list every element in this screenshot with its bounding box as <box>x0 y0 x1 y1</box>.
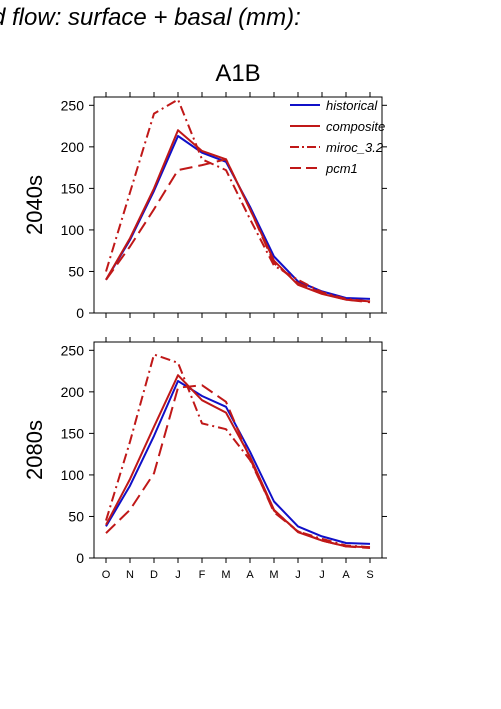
series-line-pcm1 <box>105 384 371 549</box>
x-tick-label: S <box>366 569 373 581</box>
y-tick-label: 200 <box>61 384 85 400</box>
y-tick-label: 100 <box>61 222 85 238</box>
x-tick-label: M <box>221 569 230 581</box>
x-tick-label: J <box>319 569 325 581</box>
y-tick-label: 150 <box>61 425 85 441</box>
x-tick-label: J <box>295 569 301 581</box>
legend-label: composite <box>326 119 385 134</box>
x-tick-label: A <box>246 569 254 581</box>
x-tick-label: F <box>199 569 206 581</box>
series-line-composite <box>105 129 371 303</box>
y-tick-label: 250 <box>61 342 85 358</box>
x-tick-label: N <box>126 569 134 581</box>
x-tick-label: A <box>342 569 350 581</box>
y-tick-label: 250 <box>61 97 85 113</box>
y-tick-label: 200 <box>61 139 85 155</box>
y-tick-label: 0 <box>76 550 84 566</box>
series-line-composite <box>105 374 371 549</box>
legend-label: historical <box>326 98 378 113</box>
legend-label: miroc_3.2 <box>326 140 384 155</box>
page-title: d flow: surface + basal (mm): <box>0 4 301 31</box>
legend-label: pcm1 <box>325 161 358 176</box>
y-axis-label: 2040s <box>22 175 47 235</box>
series-line-miroc-3-2 <box>105 98 371 303</box>
series-line-pcm1 <box>105 158 371 304</box>
chart-panel-2040s: 0 50 100 150 200 250 2040s historical composite m… <box>22 92 387 321</box>
scenario-title: A1B <box>215 60 260 87</box>
plot-frame <box>93 96 383 314</box>
legend: historical composite miroc_3.2 pcm1 <box>290 98 385 176</box>
x-tick-label: M <box>269 569 278 581</box>
plot-frame <box>93 341 383 559</box>
y-tick-label: 50 <box>68 263 84 279</box>
x-tick-label: D <box>150 569 158 581</box>
chart-panel-2080s: 0 50 100 150 200 250 O N D J F M A M J J A S 2080s <box>22 337 387 581</box>
y-tick-label: 0 <box>76 305 84 321</box>
series-line-miroc-3-2 <box>105 353 371 549</box>
chart-panels: 0 50 100 150 200 250 2040s historical composite m… <box>22 92 387 581</box>
series-line-historical <box>105 380 371 545</box>
y-axis-label: 2080s <box>22 420 47 480</box>
y-tick-label: 150 <box>61 180 85 196</box>
y-tick-label: 50 <box>68 508 84 524</box>
x-tick-label: O <box>102 569 111 581</box>
x-tick-label: J <box>175 569 181 581</box>
y-tick-label: 100 <box>61 467 85 483</box>
